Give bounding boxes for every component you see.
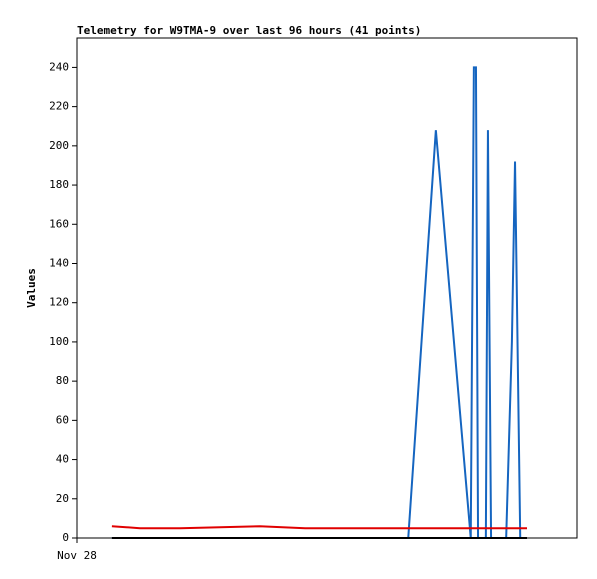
y-tick-label: 120 bbox=[49, 296, 69, 309]
chart-title: Telemetry for W9TMA-9 over last 96 hours… bbox=[77, 24, 421, 37]
y-tick-label: 100 bbox=[49, 335, 69, 348]
y-tick-label: 140 bbox=[49, 256, 69, 269]
data-line bbox=[111, 525, 527, 530]
y-axis-label: Values bbox=[25, 268, 38, 308]
y-tick-label: 240 bbox=[49, 60, 69, 73]
y-tick-label: 180 bbox=[49, 178, 69, 191]
x-tick-label: Nov 28 bbox=[57, 549, 97, 562]
y-tick-label: 160 bbox=[49, 217, 69, 230]
y-tick-label: 20 bbox=[56, 492, 69, 505]
y-tick-label: 40 bbox=[56, 453, 69, 466]
y-tick-label: 0 bbox=[62, 531, 69, 544]
y-tick-label: 80 bbox=[56, 374, 69, 387]
y-tick-label: 60 bbox=[56, 413, 69, 426]
y-tick-label: 200 bbox=[49, 139, 69, 152]
y-tick-label: 220 bbox=[49, 100, 69, 113]
